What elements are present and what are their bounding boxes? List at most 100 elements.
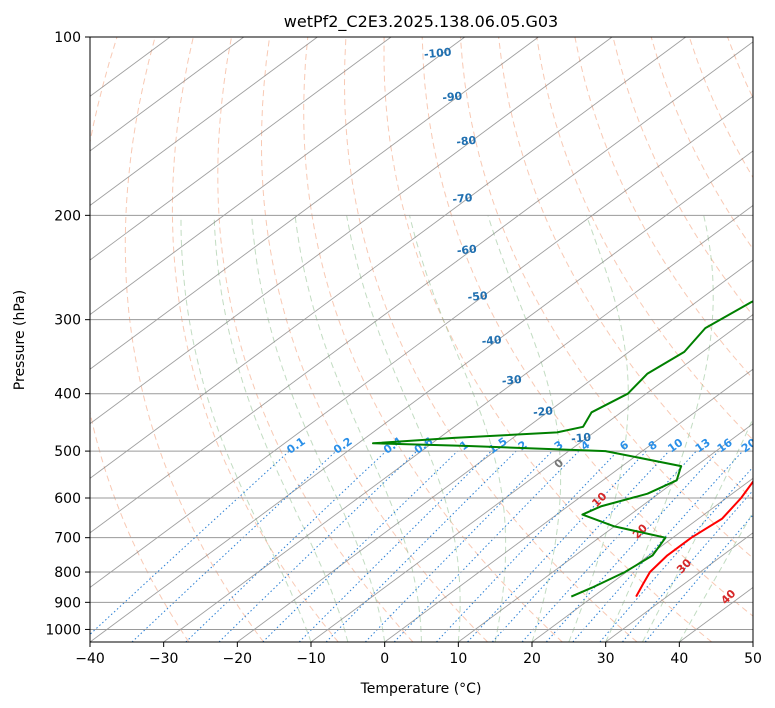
moist-adiabat (294, 215, 422, 642)
isotherm-line (90, 41, 753, 534)
mixing-ratio-label: 0.4 (381, 435, 405, 457)
dry-adiabat (727, 37, 753, 100)
x-tick-label: 10 (449, 651, 467, 667)
series-lines (372, 300, 753, 598)
mixing-ratio-label: 20 (739, 436, 759, 456)
mixing-ratio-line (298, 450, 492, 642)
isotherm-line (90, 37, 687, 479)
dry-adiabat (303, 37, 563, 642)
isotherm-label: -100 (423, 45, 452, 61)
isotherm-line (458, 423, 753, 642)
isotherm-line (384, 368, 753, 642)
x-tick-label: −10 (296, 651, 326, 667)
y-tick-label: 1000 (45, 622, 81, 638)
x-axis-ticks: −40 −30 −20 −10 0 10 20 30 40 50 (75, 642, 762, 667)
dry-adiabat (574, 37, 753, 380)
isotherm-line (90, 95, 753, 588)
dry-adiabat (459, 37, 753, 559)
y-tick-label: 900 (54, 595, 81, 611)
moist-adiabat-label: 30 (674, 556, 694, 576)
moist-adiabat (180, 215, 312, 642)
x-tick-label: 40 (670, 651, 688, 667)
moist-adiabat (678, 511, 753, 642)
chart-title: wetPf2_C2E3.2025.138.06.05.G03 (284, 12, 558, 32)
x-tick-label: −30 (149, 651, 179, 667)
isotherm-line (90, 37, 318, 207)
x-axis-label: Temperature (°C) (360, 681, 482, 697)
mixing-ratio-line (599, 466, 753, 642)
isotherm-label: -40 (481, 333, 502, 348)
y-tick-label: 400 (54, 387, 81, 403)
isotherm-line (752, 641, 753, 642)
mixing-ratio-label: 10 (665, 436, 685, 456)
mixing-ratio-label: 0.1 (284, 435, 307, 457)
isotherm-line (531, 477, 753, 642)
mixing-ratio-line (185, 450, 387, 642)
isotherm-label: -90 (442, 90, 463, 105)
dry-adiabat (217, 37, 414, 642)
moist-adiabat (568, 215, 629, 642)
isotherm-line (310, 314, 753, 642)
y-tick-label: 100 (54, 30, 81, 46)
dry-adiabat (260, 37, 488, 642)
y-tick-label: 200 (54, 208, 81, 224)
mixing-ratio-line (262, 450, 458, 642)
moist-adiabat (409, 215, 507, 642)
y-tick-label: 300 (54, 313, 81, 329)
dry-adiabat (90, 37, 190, 642)
moist-adiabat (642, 417, 753, 642)
isotherm-label: -20 (533, 404, 554, 419)
x-tick-label: −40 (75, 651, 105, 667)
mixing-ratio-line (467, 450, 647, 642)
mixing-ratio-line (545, 450, 719, 642)
isotherm-line (679, 586, 753, 642)
dry-adiabat (421, 37, 753, 617)
dry-adiabat (688, 37, 753, 179)
dry-adiabat (650, 37, 753, 250)
moist-adiabat (251, 215, 386, 642)
mixing-ratio-label: 16 (715, 436, 735, 456)
isotherm-label: -60 (456, 243, 477, 258)
x-tick-label: −20 (223, 651, 253, 667)
y-axis-ticks: 100 200 300 400 500 600 700 800 900 1000 (45, 30, 90, 638)
dry-adiabat (766, 37, 775, 642)
mixing-ratio-line (644, 514, 753, 642)
dry-adiabat (536, 37, 753, 441)
isotherm-line (605, 532, 753, 642)
mixing-ratio-line (131, 450, 337, 642)
temperature-profile (635, 479, 753, 598)
dry-adiabat (343, 37, 638, 642)
x-tick-label: 20 (523, 651, 541, 667)
mixing-ratio-line (572, 450, 744, 642)
isotherm-label: -30 (501, 373, 522, 388)
isotherm-label: -10 (571, 431, 592, 446)
dry-adiabat (171, 37, 339, 642)
moist-adiabat (487, 215, 562, 642)
x-tick-label: 30 (597, 651, 615, 667)
x-tick-label: 0 (380, 651, 389, 667)
mixing-ratio-line (436, 450, 619, 642)
mixing-ratio-line (90, 450, 290, 636)
mixing-ratio-label: 25 (764, 436, 775, 455)
moist-adiabat (605, 215, 714, 642)
isotherm-label: -80 (456, 134, 477, 149)
mixing-ratio-line (218, 450, 418, 642)
isotherm-label: -70 (452, 191, 473, 206)
isotherm-label: -50 (467, 289, 488, 304)
isotherm-line (90, 37, 392, 261)
mixing-ratio-line (325, 450, 517, 642)
x-tick-label: 50 (744, 651, 762, 667)
mixing-ratio-line (393, 450, 580, 642)
isotherm-line (90, 37, 613, 425)
moist-adiabat (346, 215, 461, 642)
mixing-ratio-line (622, 489, 753, 642)
dry-adiabat (124, 37, 264, 642)
mixing-ratio-line (364, 450, 553, 642)
plot-frame (89, 36, 754, 643)
dewpoint-profile (372, 300, 753, 598)
isotherm-line (90, 37, 539, 370)
y-tick-label: 800 (54, 565, 81, 581)
y-tick-label: 600 (54, 491, 81, 507)
isotherm-line (90, 37, 466, 316)
